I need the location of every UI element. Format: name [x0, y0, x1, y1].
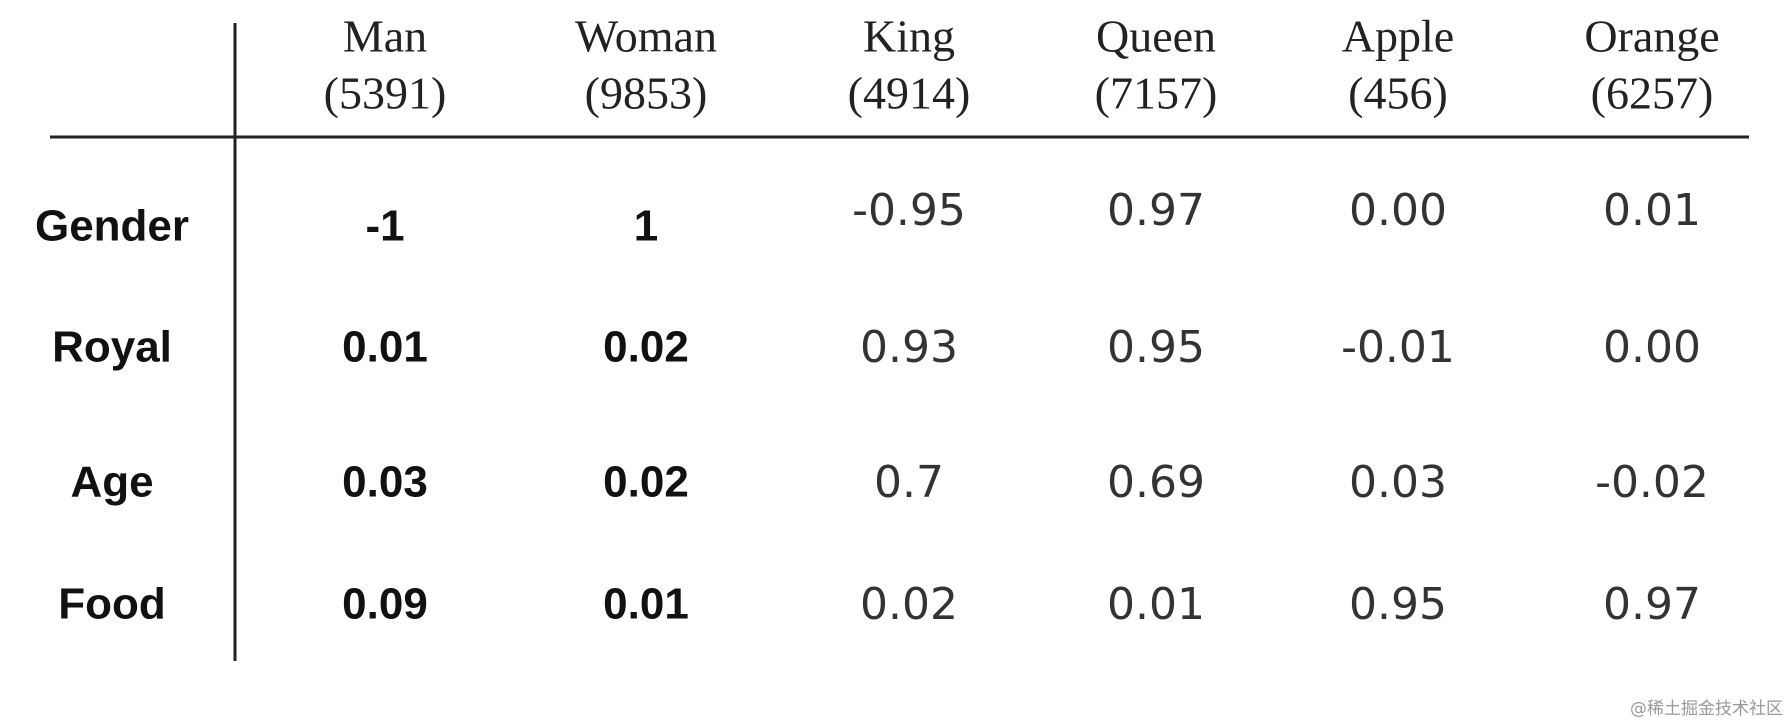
cell: 0.93: [860, 322, 958, 373]
cell: 0.00: [1603, 322, 1701, 373]
column-header: King: [863, 11, 955, 62]
column-index: (4914): [848, 68, 971, 119]
cell: -0.95: [852, 185, 966, 236]
cell: 0.02: [860, 579, 958, 630]
cell: 1: [634, 202, 658, 251]
cell: 0.01: [603, 580, 689, 629]
cell: 0.03: [342, 458, 428, 507]
column-index: (7157): [1095, 68, 1218, 119]
cell: 0.95: [1349, 579, 1447, 630]
column-header: Apple: [1342, 11, 1454, 62]
cell: -0.02: [1595, 457, 1709, 508]
column-index: (456): [1348, 68, 1448, 119]
column-header: Woman: [575, 11, 717, 62]
cell: 0.01: [1107, 579, 1205, 630]
column-index: (6257): [1591, 68, 1714, 119]
cell: 0.01: [1603, 185, 1701, 236]
cell: 0.02: [603, 323, 689, 372]
row-label: Food: [58, 580, 166, 629]
cell: 0.03: [1349, 457, 1447, 508]
cell: 0.97: [1107, 185, 1205, 236]
row-label: Gender: [35, 202, 189, 251]
cell: 0.09: [342, 580, 428, 629]
watermark: @稀土掘金技术社区: [1630, 699, 1783, 719]
cell: 0.69: [1107, 457, 1205, 508]
column-index: (9853): [585, 68, 708, 119]
cell: 0.7: [874, 457, 944, 508]
column-header: Man: [343, 11, 427, 62]
cell: 0.02: [603, 458, 689, 507]
column-index: (5391): [324, 68, 447, 119]
cell: 0.97: [1603, 579, 1701, 630]
column-header: Queen: [1096, 11, 1216, 62]
cell: 0.01: [342, 323, 428, 372]
cell: -0.01: [1341, 322, 1455, 373]
cell: -1: [365, 202, 404, 251]
row-label: Royal: [52, 323, 172, 372]
row-label: Age: [70, 458, 153, 507]
cell: 0.00: [1349, 185, 1447, 236]
column-header: Orange: [1584, 11, 1719, 62]
cell: 0.95: [1107, 322, 1205, 373]
